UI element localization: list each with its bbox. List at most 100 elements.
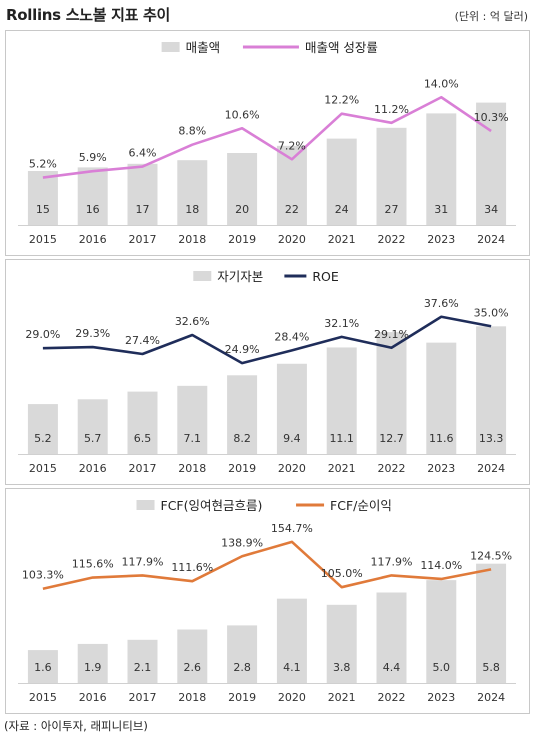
bar-value-label: 5.8	[482, 661, 500, 674]
x-tick-label: 2022	[378, 691, 406, 704]
legend-line-label: ROE	[312, 269, 339, 284]
equity-roe-chart-panel: 자기자본 ROE 5.2 5.7 6.5 7.1 8.2 9.4 11.1 12.7 11.6 13.…	[5, 259, 530, 485]
source-note: (자료 : 아이투자, 래피니티브)	[4, 719, 148, 733]
x-axis: 2015 2016 2017 2018 2019 2020 2021 2022 2023 2024	[29, 462, 505, 475]
bar	[426, 342, 457, 454]
series-line	[42, 540, 492, 591]
bar	[426, 580, 457, 683]
bar	[227, 375, 258, 454]
line-value-label: 8.8%	[178, 125, 206, 138]
bar-value-label: 22	[285, 203, 299, 216]
bar-value-label: 20	[235, 203, 249, 216]
bar-value-label: 13.3	[479, 432, 504, 445]
bar-value-label: 15	[36, 203, 50, 216]
bar-value-label: 8.2	[233, 432, 251, 445]
line-labels: 103.3% 115.6% 117.9% 111.6% 138.9% 154.7% 105.…	[22, 522, 512, 582]
x-tick-label: 2020	[278, 233, 306, 246]
x-tick-label: 2018	[178, 462, 206, 475]
legend: 자기자본 ROE	[193, 269, 339, 284]
bar-value-label: 11.6	[429, 432, 454, 445]
x-tick-label: 2020	[278, 691, 306, 704]
bar	[326, 604, 357, 683]
x-axis: 2015 2016 2017 2018 2019 2020 2021 2022 2023 2024	[29, 691, 505, 704]
bar	[127, 163, 158, 225]
x-tick-label: 2021	[328, 233, 356, 246]
bar	[177, 629, 208, 683]
line-value-label: 5.9%	[79, 151, 107, 164]
x-tick-label: 2024	[477, 233, 505, 246]
x-tick-label: 2016	[79, 233, 107, 246]
series-line	[42, 95, 492, 179]
legend-line-label: 매출액 성장률	[305, 40, 378, 55]
bar-value-label: 4.1	[283, 661, 301, 674]
x-tick-label: 2017	[129, 691, 157, 704]
x-tick-label: 2016	[79, 691, 107, 704]
line-value-label: 12.2%	[324, 94, 359, 107]
bars: 15 16 17 18 20 22 24 27 31 34	[27, 102, 507, 225]
line-value-label: 37.6%	[424, 297, 459, 310]
line-value-label: 117.9%	[122, 555, 164, 568]
line-value-label: 10.6%	[225, 108, 260, 121]
x-tick-label: 2019	[228, 691, 256, 704]
x-tick-label: 2023	[427, 233, 455, 246]
unit-note: (단위 : 억 달러)	[454, 10, 528, 23]
line-value-label: 29.3%	[75, 327, 110, 340]
bar	[177, 160, 208, 225]
legend-bar-label: 매출액	[186, 40, 221, 55]
chart-svg: FCF(잉여현금흐름) FCF/순이익 1.6 1.9 2.1 2.6 2.8 4.1 3.8 4…	[18, 498, 516, 704]
x-tick-label: 2017	[129, 233, 157, 246]
line-value-label: 103.3%	[22, 569, 64, 582]
bar	[227, 153, 258, 225]
x-tick-label: 2016	[79, 462, 107, 475]
x-tick-label: 2019	[228, 233, 256, 246]
line-labels: 5.2% 5.9% 6.4% 8.8% 10.6% 7.2% 12.2% 11.2% 14.0%…	[29, 77, 509, 170]
bar-value-label: 31	[434, 203, 448, 216]
line-value-label: 11.2%	[374, 103, 409, 116]
bars: 5.2 5.7 6.5 7.1 8.2 9.4 11.1 12.7 11.6 13.3	[27, 326, 507, 454]
x-tick-label: 2018	[178, 691, 206, 704]
line-value-label: 10.3%	[474, 111, 509, 124]
line-value-label: 117.9%	[371, 555, 413, 568]
line-value-label: 124.5%	[470, 549, 512, 562]
x-tick-label: 2015	[29, 691, 57, 704]
line-value-label: 111.6%	[171, 561, 213, 574]
bar-value-label: 5.7	[84, 432, 102, 445]
series-line	[42, 315, 492, 365]
bar	[127, 639, 158, 683]
x-axis: 2015 2016 2017 2018 2019 2020 2021 2022 2023 2024	[29, 233, 505, 246]
bar	[77, 643, 108, 683]
bar-value-label: 27	[385, 203, 399, 216]
bar	[177, 385, 208, 454]
x-tick-label: 2024	[477, 462, 505, 475]
bar	[77, 167, 108, 225]
legend-bar-label: FCF(잉여현금흐름)	[161, 498, 263, 513]
legend-bar-swatch	[136, 500, 155, 510]
x-tick-label: 2015	[29, 233, 57, 246]
line-value-label: 32.1%	[324, 317, 359, 330]
bar-value-label: 9.4	[283, 432, 301, 445]
bar	[426, 113, 457, 225]
x-tick-label: 2021	[328, 462, 356, 475]
bar-value-label: 1.6	[34, 661, 52, 674]
x-tick-label: 2024	[477, 691, 505, 704]
x-tick-label: 2015	[29, 462, 57, 475]
bars: 1.6 1.9 2.1 2.6 2.8 4.1 3.8 4.4 5.0 5.8	[27, 563, 507, 683]
legend-line-label: FCF/순이익	[330, 498, 392, 513]
line-value-label: 7.2%	[278, 139, 306, 152]
line-value-label: 5.2%	[29, 158, 57, 171]
bar	[276, 598, 307, 683]
line-value-label: 28.4%	[274, 330, 309, 343]
bar-value-label: 11.1	[329, 432, 354, 445]
line-value-label: 115.6%	[72, 558, 114, 571]
bar-value-label: 4.4	[383, 661, 401, 674]
bar-value-label: 2.8	[233, 661, 251, 674]
bar-value-label: 12.7	[379, 432, 404, 445]
line-value-label: 29.0%	[25, 328, 60, 341]
bar	[127, 391, 158, 454]
bar-value-label: 6.5	[134, 432, 152, 445]
line-value-label: 114.0%	[420, 559, 462, 572]
bar-value-label: 7.1	[184, 432, 202, 445]
line-value-label: 32.6%	[175, 315, 210, 328]
line-value-label: 35.0%	[474, 306, 509, 319]
